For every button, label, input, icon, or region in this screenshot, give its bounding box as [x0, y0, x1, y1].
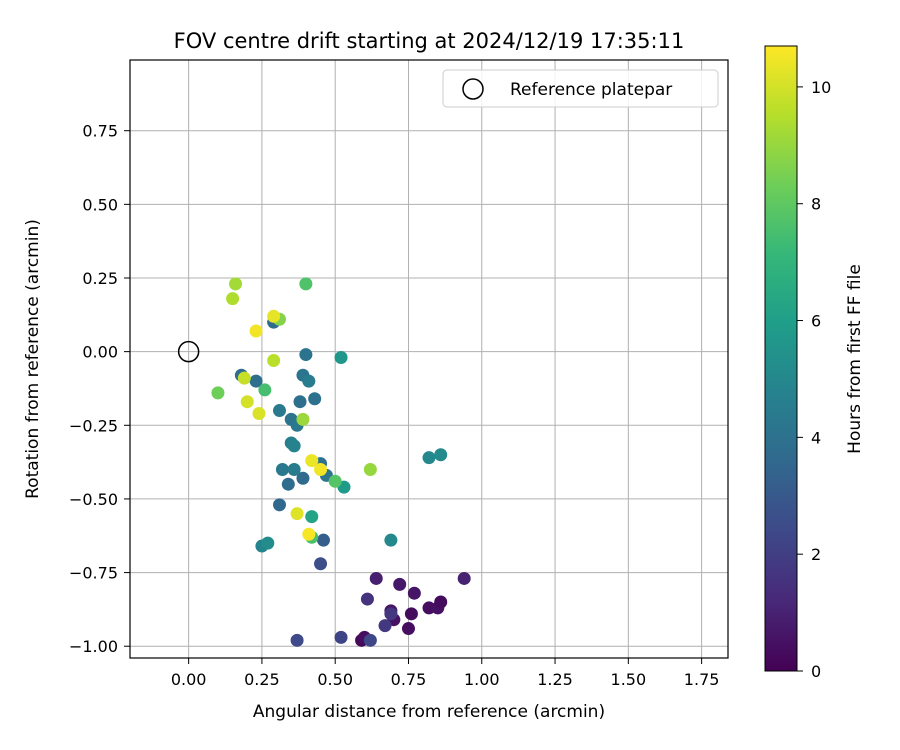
data-point [378, 619, 392, 633]
data-point [457, 571, 471, 585]
data-point [305, 454, 319, 468]
data-point [249, 374, 263, 388]
data-point [334, 630, 348, 644]
data-point [334, 351, 348, 365]
y-tick-label: 0.75 [82, 122, 118, 141]
data-point [401, 622, 415, 636]
data-point [296, 471, 310, 485]
data-point [258, 383, 272, 397]
data-point [229, 277, 243, 291]
data-point [249, 324, 263, 338]
data-point [273, 404, 286, 418]
data-point [384, 533, 398, 547]
y-tick-label: −1.00 [69, 637, 118, 656]
colorbar-tick-label: 6 [811, 312, 821, 331]
data-point [308, 392, 322, 406]
x-tick-label: 1.25 [537, 670, 573, 689]
colorbar-tick-label: 10 [811, 78, 831, 97]
colorbar-tick-label: 8 [811, 195, 821, 214]
plot-frame [129, 59, 729, 659]
x-tick-label: 1.00 [464, 670, 500, 689]
data-point [293, 395, 307, 409]
data-point [275, 462, 289, 476]
legend: Reference platepar [442, 69, 719, 108]
y-axis-ticks: −1.00 −0.75 −0.50 −0.25 0.00 0.25 0.50 0.75 [69, 122, 130, 656]
data-point [302, 374, 316, 388]
x-tick-label: 0.25 [244, 670, 280, 689]
data-point [273, 498, 286, 512]
colorbar-gradient [764, 45, 798, 672]
data-point [226, 292, 240, 306]
data-point [314, 557, 328, 571]
legend-entry-label: Reference platepar [510, 80, 672, 100]
data-point [302, 527, 316, 541]
data-point [296, 412, 310, 426]
reference-platepar-marker [177, 340, 200, 363]
x-tick-label: 0.50 [317, 670, 353, 689]
y-axis-label: Rotation from reference (arcmin) [23, 219, 43, 499]
x-tick-label: 1.75 [684, 670, 720, 689]
y-tick-label: −0.75 [69, 564, 118, 583]
data-point [314, 462, 328, 476]
grid-lines [130, 60, 728, 658]
data-point [316, 533, 330, 547]
data-point [287, 439, 301, 453]
data-point [290, 633, 304, 647]
data-point [328, 474, 342, 488]
data-point [434, 595, 448, 609]
data-points [211, 277, 471, 647]
reference-marker-layer [177, 340, 200, 363]
data-point [267, 353, 281, 367]
x-tick-label: 1.50 [611, 670, 647, 689]
data-point [384, 607, 398, 621]
x-tick-label: 0.75 [391, 670, 427, 689]
colorbar: 0 2 4 6 8 10 Hours from first FF file [764, 45, 865, 681]
y-tick-label: −0.25 [69, 416, 118, 435]
colorbar-tick-label: 0 [811, 662, 821, 681]
x-tick-label: 0.00 [171, 670, 207, 689]
data-point [422, 451, 436, 465]
x-axis-label: Angular distance from reference (arcmin) [253, 702, 605, 722]
data-point [299, 348, 313, 362]
y-tick-label: 0.50 [82, 195, 118, 214]
legend-reference-marker [462, 78, 484, 100]
data-point [240, 395, 254, 409]
colorbar-tick-label: 4 [811, 428, 821, 447]
colorbar-tick-label: 2 [811, 545, 821, 564]
y-tick-label: 0.00 [82, 343, 118, 362]
data-point [267, 309, 281, 323]
colorbar-label: Hours from first FF file [845, 264, 865, 454]
data-point [281, 477, 295, 491]
data-point [237, 371, 251, 385]
data-point [211, 386, 225, 400]
legend-box [442, 69, 719, 108]
data-point [299, 277, 313, 291]
data-point [290, 507, 304, 521]
x-axis-ticks: 0.00 0.25 0.50 0.75 1.00 1.25 1.50 1.75 [171, 658, 720, 689]
data-point [261, 536, 275, 550]
colorbar-ticks: 0 2 4 6 8 10 [797, 78, 831, 681]
data-point [360, 592, 374, 606]
data-point [393, 577, 407, 591]
y-tick-label: 0.25 [82, 269, 118, 288]
data-point [287, 462, 301, 476]
data-point [363, 633, 377, 647]
data-point [363, 462, 377, 476]
data-point [407, 586, 421, 600]
data-point [252, 406, 266, 420]
data-point [305, 510, 319, 524]
data-point [404, 607, 418, 621]
data-point [434, 448, 448, 462]
y-tick-label: −0.50 [69, 490, 118, 509]
chart-title: FOV centre drift starting at 2024/12/19 … [174, 29, 685, 53]
data-point [369, 571, 383, 585]
